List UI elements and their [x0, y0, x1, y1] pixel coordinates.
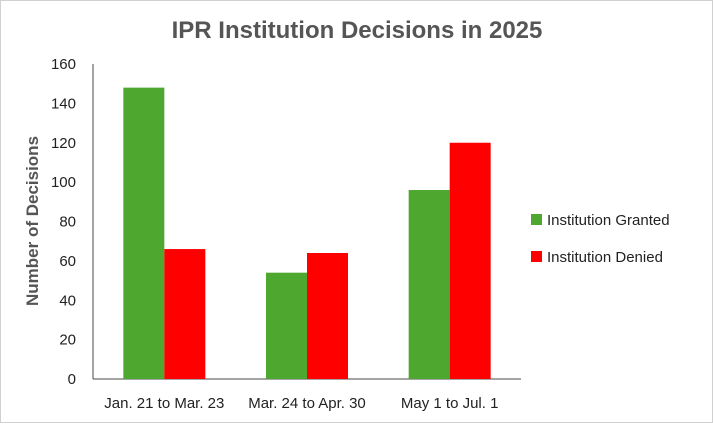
- y-axis-label: Number of Decisions: [23, 136, 42, 306]
- legend-label: Institution Denied: [547, 249, 663, 266]
- y-tick-label: 160: [51, 56, 76, 73]
- y-tick-label: 80: [59, 214, 76, 231]
- x-tick-label: May 1 to Jul. 1: [401, 395, 499, 412]
- x-axis-ticks: Jan. 21 to Mar. 23 Mar. 24 to Apr. 30 May …: [104, 395, 498, 412]
- x-tick-label: Mar. 24 to Apr. 30: [248, 395, 366, 412]
- bar-institution-granted: [408, 190, 450, 379]
- y-tick-label: 120: [51, 135, 76, 152]
- y-tick-label: 0: [68, 371, 76, 388]
- y-tick-label: 20: [59, 332, 76, 349]
- y-tick-label: 60: [59, 253, 76, 270]
- bar-institution-granted: [123, 87, 165, 379]
- y-axis-ticks: 0 20 40 60 80 100 120 140 160: [51, 56, 76, 388]
- bar-institution-granted: [266, 272, 307, 379]
- y-tick-label: 140: [51, 95, 76, 112]
- legend-label: Institution Granted: [547, 212, 670, 229]
- bar-institution-denied: [449, 142, 491, 379]
- legend-swatch: [531, 214, 542, 225]
- chart-title: IPR Institution Decisions in 2025: [172, 17, 543, 44]
- y-tick-label: 100: [51, 174, 76, 191]
- x-tick-label: Jan. 21 to Mar. 23: [104, 395, 224, 412]
- bar-institution-denied: [164, 249, 206, 379]
- legend: Institution Granted Institution Denied: [531, 212, 670, 266]
- y-tick-label: 40: [59, 292, 76, 309]
- bar-institution-denied: [307, 253, 348, 379]
- legend-swatch: [531, 251, 542, 262]
- bars: [123, 87, 491, 379]
